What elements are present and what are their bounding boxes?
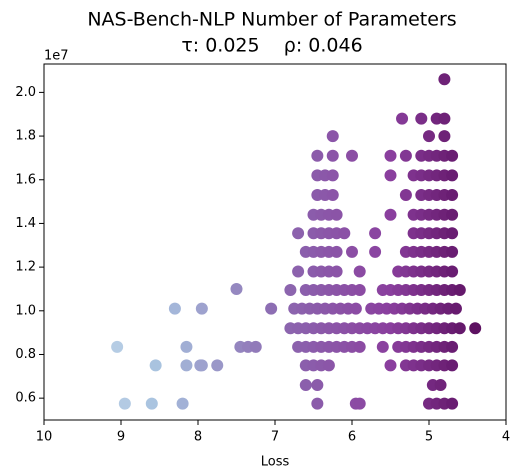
y-tick-label: 1.6 [15,172,36,187]
scatter-point [326,169,339,182]
plot-area [111,73,482,410]
scatter-point [180,340,193,353]
x-tick-label: 5 [425,430,433,445]
scatter-point [399,149,412,162]
y-tick-label: 1.0 [15,303,36,318]
scatter-point [446,265,459,278]
scatter-point [346,245,358,258]
chart-title: NAS-Bench-NLP Number of Parameters [87,9,456,31]
scatter-point [434,379,447,392]
y-tick-label: 1.2 [15,260,36,275]
scatter-point [384,169,397,182]
scatter-point [326,149,339,162]
y-offset-label: 1e7 [44,49,69,64]
scatter-point [353,265,366,278]
scatter-point [446,397,459,410]
scatter-point [353,284,366,297]
scatter-point [446,359,459,372]
x-tick-label: 8 [194,430,202,445]
scatter-point [446,245,459,258]
scatter-point [438,73,451,86]
scatter-point [349,302,362,315]
scatter-point [376,340,389,353]
scatter-point [265,302,278,315]
scatter-point [399,189,412,202]
scatter-point [330,265,343,278]
scatter-point [353,340,366,353]
scatter-point [396,112,409,125]
scatter-point [438,130,451,143]
scatter-point [369,245,382,258]
scatter-point [322,359,335,372]
scatter-point [449,302,462,315]
scatter-point [330,208,343,221]
x-tick-label: 10 [36,430,53,445]
scatter-point [168,302,181,315]
scatter-point [384,359,397,372]
scatter-point [195,302,208,315]
scatter-point [446,169,459,182]
scatter-point [423,130,435,143]
scatter-point [384,149,397,162]
scatter-point [292,227,305,240]
scatter-point [346,149,358,162]
scatter-point [145,397,158,410]
scatter-point [311,397,324,410]
scatter-point [311,149,324,162]
x-tick-label: 6 [348,430,356,445]
scatter-point [453,284,466,297]
scatter-point [446,149,459,162]
scatter-point [353,397,366,410]
scatter-point [176,397,189,410]
scatter-point [195,359,208,372]
scatter-point [446,227,459,240]
y-tick-label: 0.6 [15,391,36,406]
scatter-point [284,284,297,297]
chart-subtitle: τ: 0.025 ρ: 0.046 [181,35,362,57]
y-tick-label: 1.4 [15,216,36,231]
scatter-point [149,359,162,372]
scatter-point [111,340,124,353]
scatter-point [311,379,324,392]
scatter-point [211,359,224,372]
y-tick-label: 1.8 [15,129,36,144]
scatter-point [326,130,339,143]
scatter-point [180,359,193,372]
scatter-point [249,340,262,353]
scatter-point [326,189,339,202]
y-tick-label: 2.0 [15,85,36,100]
scatter-point [446,189,459,202]
scatter-point [384,208,397,221]
x-tick-label: 4 [502,430,510,445]
scatter-point [415,112,428,125]
scatter-point [469,322,482,335]
scatter-point [446,208,459,221]
x-axis-label: Loss [261,455,290,470]
scatter-point [453,322,466,335]
x-tick-label: 7 [271,430,279,445]
scatter-point [438,112,451,125]
scatter-point [299,379,312,392]
scatter-point [369,227,382,240]
scatter-point [338,227,351,240]
scatter-point [446,340,459,353]
scatter-point [292,265,305,278]
x-tick-label: 9 [117,430,125,445]
scatter-point [330,245,343,258]
scatter-point [230,282,243,295]
y-tick-label: 0.8 [15,347,36,362]
scatter-point [118,397,131,410]
